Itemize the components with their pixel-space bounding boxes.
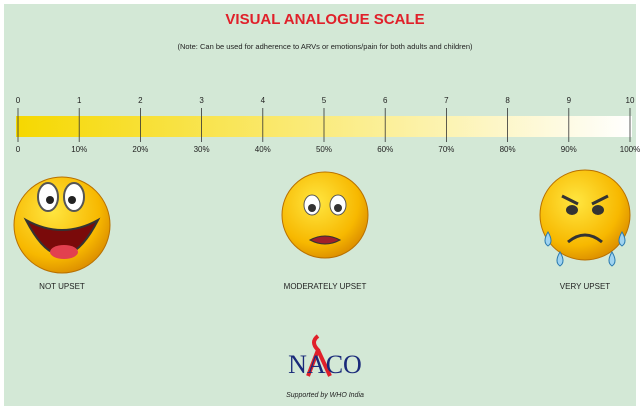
scale-top-label: 9 [567,96,572,105]
logo: NACO [288,350,362,379]
scale-bottom-label: 70% [438,145,454,154]
support-note: Supported by WHO India [286,392,364,399]
page: VISUAL ANALOGUE SCALE (Note: Can be used… [0,0,640,406]
scale-top-label: 3 [199,96,204,105]
scale-top-label: 6 [383,96,388,105]
face-moderate [282,172,368,258]
scale-bottom-label: 60% [377,145,393,154]
face-label: NOT UPSET [39,282,85,291]
scale-bottom-label: 90% [561,145,577,154]
face-label: MODERATELY UPSET [284,282,367,291]
scale-bottom-label: 50% [316,145,332,154]
scale-bottom-label: 10% [71,145,87,154]
scale-top-label: 0 [16,96,21,105]
scale-bottom-label: 30% [194,145,210,154]
note: (Note: Can be used for adherence to ARVs… [177,42,473,51]
scale-bottom-label: 80% [500,145,516,154]
face-label: VERY UPSET [560,282,611,291]
face-happy [14,177,110,273]
scale-bottom-label: 100% [620,145,640,154]
scale-bottom-label: 0 [16,145,21,154]
scale-bottom-label: 20% [132,145,148,154]
scale-top-label: 5 [322,96,327,105]
scale-sheet: VISUAL ANALOGUE SCALE (Note: Can be used… [0,0,640,406]
scale-top-label: 10 [626,96,635,105]
scale-bottom-label: 40% [255,145,271,154]
title: VISUAL ANALOGUE SCALE [225,11,424,28]
scale-top-label: 4 [261,96,266,105]
scale-top-label: 2 [138,96,143,105]
scale-top-label: 8 [505,96,510,105]
scale-top-label: 1 [77,96,82,105]
scale-top-label: 7 [444,96,449,105]
